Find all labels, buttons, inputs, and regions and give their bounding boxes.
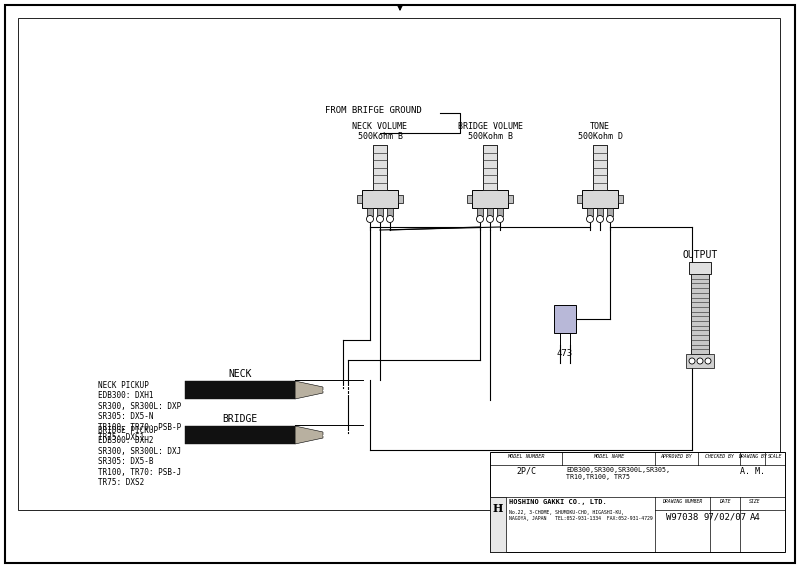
Bar — [490, 497, 506, 552]
Bar — [487, 208, 493, 216]
Bar — [367, 208, 373, 216]
Polygon shape — [295, 381, 323, 399]
Circle shape — [377, 215, 383, 223]
Text: TONE
500Kohm D: TONE 500Kohm D — [578, 122, 622, 141]
Circle shape — [606, 215, 614, 223]
Text: A4: A4 — [750, 513, 760, 522]
Text: OUTPUT: OUTPUT — [682, 250, 718, 260]
Bar — [472, 190, 508, 208]
Bar — [387, 208, 393, 216]
Bar — [377, 208, 383, 216]
Circle shape — [486, 215, 494, 223]
Text: 473: 473 — [557, 349, 573, 358]
Text: BRIDGE PICKUP
EDB300: DXH2
SR300, SR300L: DXJ
SR305: DX5-B
TR100, TR70: PSB-J
TR: BRIDGE PICKUP EDB300: DXH2 SR300, SR300L… — [98, 426, 181, 487]
Bar — [508, 195, 513, 203]
Text: DRAWING NUMBER: DRAWING NUMBER — [662, 499, 702, 504]
Circle shape — [386, 215, 394, 223]
Circle shape — [689, 358, 695, 364]
Text: SCALE: SCALE — [768, 454, 782, 459]
Bar — [477, 208, 483, 216]
Bar — [689, 262, 711, 274]
Bar — [587, 208, 593, 216]
Bar — [467, 195, 472, 203]
Bar — [691, 274, 709, 354]
Circle shape — [597, 215, 603, 223]
Circle shape — [705, 358, 711, 364]
Text: SIZE: SIZE — [750, 499, 761, 504]
Text: No.22, 3-CHOME, SHUMOKU-CHO, HIGASHI-KU,
NAGOYA, JAPAN   TEL:052-931-1334  FAX:0: No.22, 3-CHOME, SHUMOKU-CHO, HIGASHI-KU,… — [509, 510, 653, 521]
Text: HOSHINO GAKKI CO., LTD.: HOSHINO GAKKI CO., LTD. — [509, 499, 606, 505]
Text: MODEL NAME: MODEL NAME — [594, 454, 625, 459]
Circle shape — [366, 215, 374, 223]
Circle shape — [497, 215, 503, 223]
Bar — [554, 305, 576, 333]
Bar — [185, 381, 295, 399]
Polygon shape — [295, 426, 323, 444]
Text: DRAWING BY: DRAWING BY — [738, 454, 766, 459]
Bar — [618, 195, 623, 203]
Bar — [373, 145, 387, 190]
Circle shape — [697, 358, 703, 364]
Text: NECK VOLUME
500Kohm B: NECK VOLUME 500Kohm B — [353, 122, 407, 141]
Text: H: H — [493, 503, 503, 514]
Text: BRIDGE: BRIDGE — [222, 414, 258, 424]
Text: FROM BRIFGE GROUND: FROM BRIFGE GROUND — [325, 106, 422, 115]
Text: 2P/C: 2P/C — [516, 467, 536, 476]
Bar — [497, 208, 503, 216]
Text: NECK PICKUP
EDB300: DXH1
SR300, SR300L: DXP
SR305: DX5-N
TR100, TR70: PSB-P
TR75: NECK PICKUP EDB300: DXH1 SR300, SR300L: … — [98, 381, 181, 442]
Text: 97/02/07: 97/02/07 — [703, 513, 746, 522]
Text: NECK: NECK — [228, 369, 252, 379]
Bar — [362, 190, 398, 208]
Bar — [185, 426, 295, 444]
Bar — [582, 190, 618, 208]
Circle shape — [477, 215, 483, 223]
Text: CHECKED BY: CHECKED BY — [705, 454, 734, 459]
Text: EDB300,SR300,SR300L,SR305,
TR10,TR100, TR75: EDB300,SR300,SR300L,SR305, TR10,TR100, T… — [566, 467, 670, 480]
Bar — [686, 354, 714, 368]
Text: MODEL NUMBER: MODEL NUMBER — [507, 454, 545, 459]
Text: APPROVED BY: APPROVED BY — [660, 454, 692, 459]
Text: BRIDGE VOLUME
500Kohm B: BRIDGE VOLUME 500Kohm B — [458, 122, 522, 141]
Bar — [357, 195, 362, 203]
Bar — [593, 145, 607, 190]
Bar — [577, 195, 582, 203]
Bar — [607, 208, 613, 216]
Bar — [597, 208, 603, 216]
Text: A. M.: A. M. — [739, 467, 765, 476]
Text: DATE: DATE — [719, 499, 730, 504]
Bar — [490, 452, 785, 552]
Text: W97038: W97038 — [666, 513, 698, 522]
Bar — [483, 145, 497, 190]
Bar — [398, 195, 403, 203]
Circle shape — [586, 215, 594, 223]
Bar — [18, 18, 780, 510]
